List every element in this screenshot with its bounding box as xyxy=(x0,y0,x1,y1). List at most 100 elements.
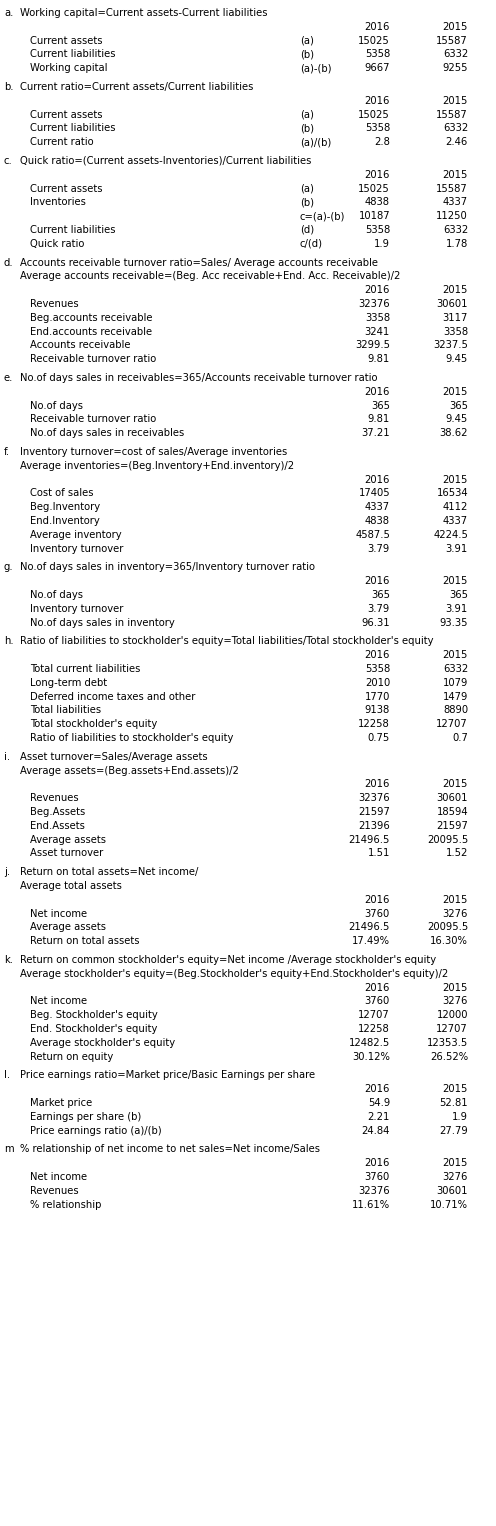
Text: 21597: 21597 xyxy=(436,821,468,830)
Text: 15025: 15025 xyxy=(358,35,390,46)
Text: 6332: 6332 xyxy=(443,124,468,133)
Text: Beg.accounts receivable: Beg.accounts receivable xyxy=(30,313,152,324)
Text: 2016: 2016 xyxy=(365,650,390,661)
Text: 5358: 5358 xyxy=(365,49,390,60)
Text: 1.78: 1.78 xyxy=(446,238,468,249)
Text: 0.7: 0.7 xyxy=(452,732,468,743)
Text: 2016: 2016 xyxy=(365,96,390,105)
Text: 16.30%: 16.30% xyxy=(430,935,468,946)
Text: 3760: 3760 xyxy=(365,996,390,1007)
Text: 32376: 32376 xyxy=(359,299,390,308)
Text: No.of days sales in receivables: No.of days sales in receivables xyxy=(30,429,184,438)
Text: 1479: 1479 xyxy=(442,691,468,702)
Text: (a): (a) xyxy=(300,183,314,194)
Text: 96.31: 96.31 xyxy=(362,618,390,627)
Text: 12482.5: 12482.5 xyxy=(349,1038,390,1048)
Text: 32376: 32376 xyxy=(359,1186,390,1196)
Text: 12258: 12258 xyxy=(358,1024,390,1035)
Text: 27.79: 27.79 xyxy=(439,1126,468,1135)
Text: 3276: 3276 xyxy=(442,1172,468,1183)
Text: Average stockholder's equity=(Beg.Stockholder's equity+End.Stockholder's equity): Average stockholder's equity=(Beg.Stockh… xyxy=(20,969,448,978)
Text: m: m xyxy=(4,1144,13,1154)
Text: 15587: 15587 xyxy=(436,183,468,194)
Text: 2015: 2015 xyxy=(442,96,468,105)
Text: 2016: 2016 xyxy=(365,1083,390,1094)
Text: 2010: 2010 xyxy=(365,678,390,688)
Text: 9667: 9667 xyxy=(365,63,390,73)
Text: 10.71%: 10.71% xyxy=(430,1199,468,1210)
Text: End.Inventory: End.Inventory xyxy=(30,516,100,526)
Text: 2015: 2015 xyxy=(442,21,468,32)
Text: 3299.5: 3299.5 xyxy=(355,340,390,351)
Text: 6332: 6332 xyxy=(443,664,468,674)
Text: Total liabilities: Total liabilities xyxy=(30,705,101,716)
Text: Current assets: Current assets xyxy=(30,35,103,46)
Text: 2016: 2016 xyxy=(365,894,390,905)
Text: 9.45: 9.45 xyxy=(446,354,468,365)
Text: Net income: Net income xyxy=(30,996,87,1007)
Text: 2016: 2016 xyxy=(365,577,390,586)
Text: 1.9: 1.9 xyxy=(374,238,390,249)
Text: 1.51: 1.51 xyxy=(368,848,390,859)
Text: 20095.5: 20095.5 xyxy=(427,922,468,932)
Text: 2.21: 2.21 xyxy=(368,1112,390,1122)
Text: e.: e. xyxy=(4,372,13,383)
Text: 3.79: 3.79 xyxy=(368,604,390,613)
Text: 3760: 3760 xyxy=(365,1172,390,1183)
Text: Total stockholder's equity: Total stockholder's equity xyxy=(30,719,157,729)
Text: 5358: 5358 xyxy=(365,224,390,235)
Text: 2.46: 2.46 xyxy=(446,137,468,146)
Text: 2016: 2016 xyxy=(365,21,390,32)
Text: 37.21: 37.21 xyxy=(362,429,390,438)
Text: Beg.Inventory: Beg.Inventory xyxy=(30,502,100,513)
Text: 3.91: 3.91 xyxy=(446,604,468,613)
Text: (b): (b) xyxy=(300,49,314,60)
Text: 4112: 4112 xyxy=(442,502,468,513)
Text: (b): (b) xyxy=(300,197,314,208)
Text: 2015: 2015 xyxy=(442,386,468,397)
Text: 12258: 12258 xyxy=(358,719,390,729)
Text: 6332: 6332 xyxy=(443,49,468,60)
Text: 93.35: 93.35 xyxy=(439,618,468,627)
Text: Average assets: Average assets xyxy=(30,835,106,844)
Text: 30601: 30601 xyxy=(436,299,468,308)
Text: 2015: 2015 xyxy=(442,577,468,586)
Text: Accounts receivable turnover ratio=Sales/ Average accounts receivable: Accounts receivable turnover ratio=Sales… xyxy=(20,258,378,267)
Text: Quick ratio: Quick ratio xyxy=(30,238,84,249)
Text: 0.75: 0.75 xyxy=(368,732,390,743)
Text: Current liabilities: Current liabilities xyxy=(30,124,116,133)
Text: f.: f. xyxy=(4,447,10,456)
Text: 3276: 3276 xyxy=(442,996,468,1007)
Text: 3117: 3117 xyxy=(442,313,468,324)
Text: 2015: 2015 xyxy=(442,780,468,789)
Text: 1770: 1770 xyxy=(365,691,390,702)
Text: (b): (b) xyxy=(300,124,314,133)
Text: End.Assets: End.Assets xyxy=(30,821,85,830)
Text: Ratio of liabilities to stockholder's equity=Total liabilities/Total stockholder: Ratio of liabilities to stockholder's eq… xyxy=(20,636,434,647)
Text: 30.12%: 30.12% xyxy=(352,1051,390,1062)
Text: 1079: 1079 xyxy=(442,678,468,688)
Text: 2016: 2016 xyxy=(365,386,390,397)
Text: Receivable turnover ratio: Receivable turnover ratio xyxy=(30,415,156,424)
Text: End. Stockholder's equity: End. Stockholder's equity xyxy=(30,1024,157,1035)
Text: 1.9: 1.9 xyxy=(452,1112,468,1122)
Text: 21597: 21597 xyxy=(358,807,390,816)
Text: h.: h. xyxy=(4,636,13,647)
Text: 12707: 12707 xyxy=(358,1010,390,1021)
Text: 4838: 4838 xyxy=(365,197,390,208)
Text: 1.52: 1.52 xyxy=(445,848,468,859)
Text: Revenues: Revenues xyxy=(30,794,79,803)
Text: c.: c. xyxy=(4,156,13,166)
Text: % relationship: % relationship xyxy=(30,1199,101,1210)
Text: Working capital: Working capital xyxy=(30,63,108,73)
Text: 2015: 2015 xyxy=(442,894,468,905)
Text: No.of days sales in inventory: No.of days sales in inventory xyxy=(30,618,175,627)
Text: Net income: Net income xyxy=(30,908,87,919)
Text: 2016: 2016 xyxy=(365,285,390,295)
Text: Cost of sales: Cost of sales xyxy=(30,488,94,499)
Text: 12707: 12707 xyxy=(436,719,468,729)
Text: 2015: 2015 xyxy=(442,169,468,180)
Text: No.of days sales in receivables=365/Accounts receivable turnover ratio: No.of days sales in receivables=365/Acco… xyxy=(20,372,377,383)
Text: 365: 365 xyxy=(449,591,468,600)
Text: Return on equity: Return on equity xyxy=(30,1051,113,1062)
